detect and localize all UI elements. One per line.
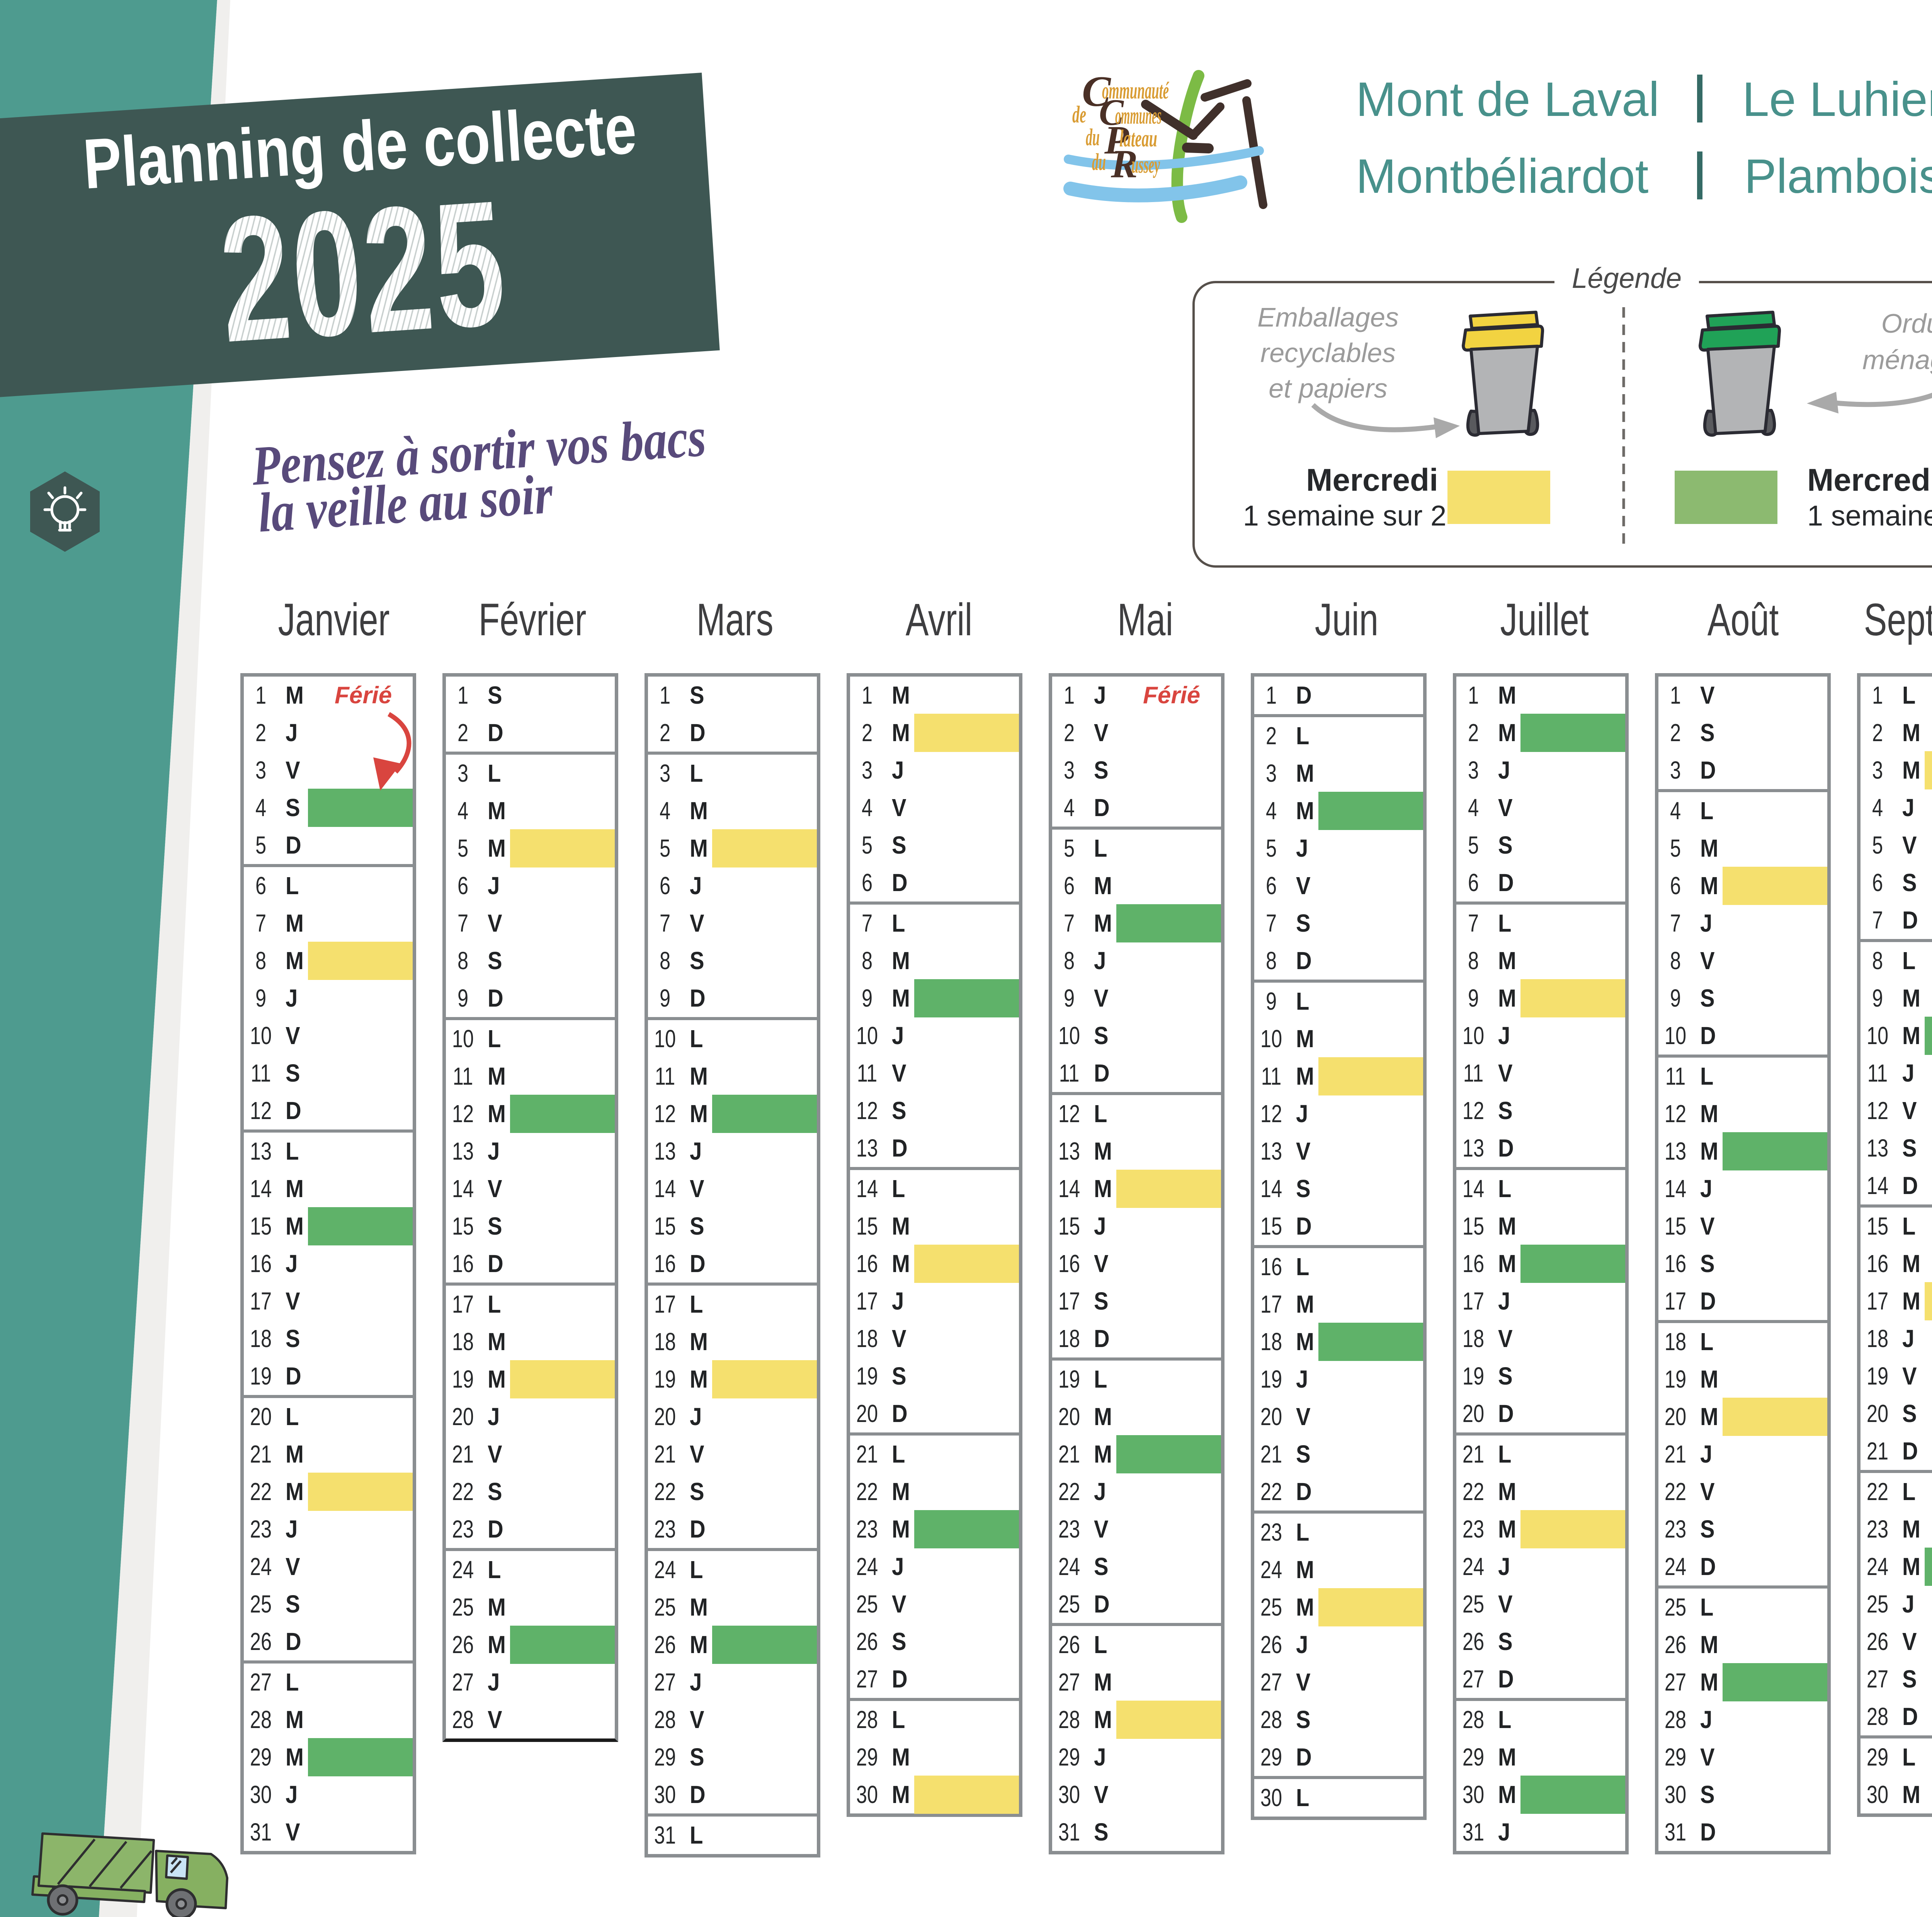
svg-text:du: du xyxy=(1086,124,1100,151)
svg-text:ommunauté: ommunauté xyxy=(1102,78,1169,104)
svg-text:P: P xyxy=(1104,118,1129,162)
svg-text:de: de xyxy=(1072,102,1086,128)
svg-text:ommunes: ommunes xyxy=(1115,103,1162,129)
svg-text:du: du xyxy=(1092,149,1106,175)
svg-text:lateau: lateau xyxy=(1119,126,1157,152)
svg-text:C: C xyxy=(1099,92,1124,133)
svg-text:R: R xyxy=(1111,142,1138,186)
svg-text:C: C xyxy=(1082,68,1111,116)
svg-text:ussey: ussey xyxy=(1131,152,1160,178)
